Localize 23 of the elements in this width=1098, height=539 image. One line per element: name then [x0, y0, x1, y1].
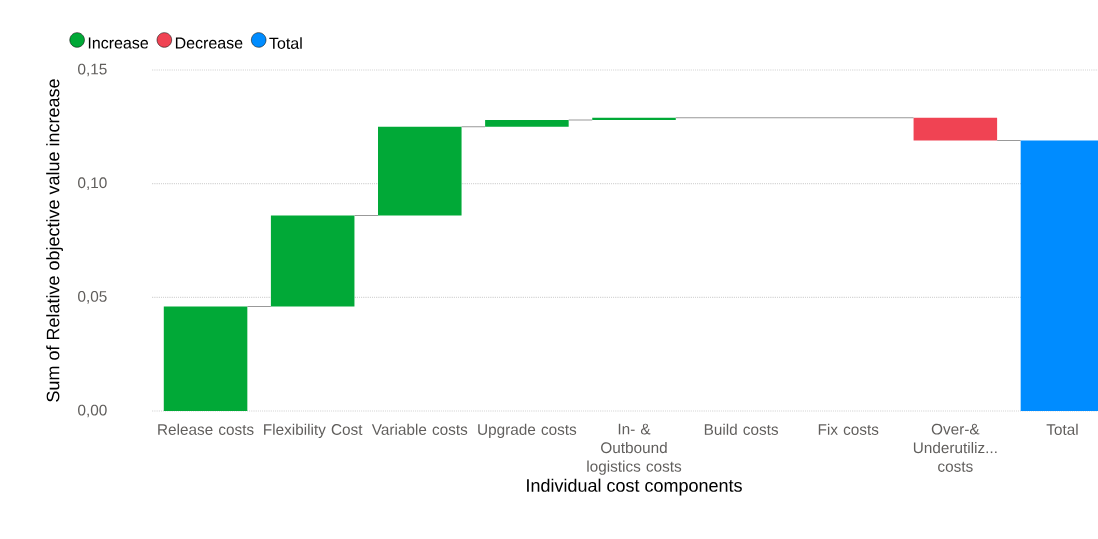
x-tick-label: Flexibility Cost	[264, 423, 363, 438]
y-tick-label: 0,10	[78, 177, 107, 190]
legend-label: Decrease	[175, 37, 243, 49]
bar	[270, 215, 355, 307]
x-tick-label: Total	[1046, 423, 1078, 435]
y-tick-label: 0,00	[78, 404, 107, 418]
legend-label: Increase	[88, 37, 149, 49]
bar	[378, 126, 462, 216]
x-tick-label: Variable costs	[371, 423, 468, 435]
x-tick-label: Release costs	[158, 423, 254, 435]
y-axis-title: Sum of Relative objective value increase	[46, 79, 63, 402]
x-tick-label: Upgrade costs	[478, 423, 577, 438]
x-tick-label: Build costs	[704, 423, 779, 435]
x-tick-label: In- & Outbound logistics costs	[587, 423, 682, 475]
bar	[485, 120, 569, 127]
legend-label: Total	[269, 37, 302, 49]
bar	[913, 117, 998, 141]
x-axis-title: Individual cost components	[527, 478, 742, 496]
bar	[163, 306, 248, 411]
x-tick-label: Over-& Underutiliz... costs	[913, 423, 997, 472]
y-tick-label: 0,15	[78, 63, 107, 77]
x-tick-label: Fix costs	[818, 423, 879, 435]
y-tick-label: 0,05	[78, 291, 107, 304]
